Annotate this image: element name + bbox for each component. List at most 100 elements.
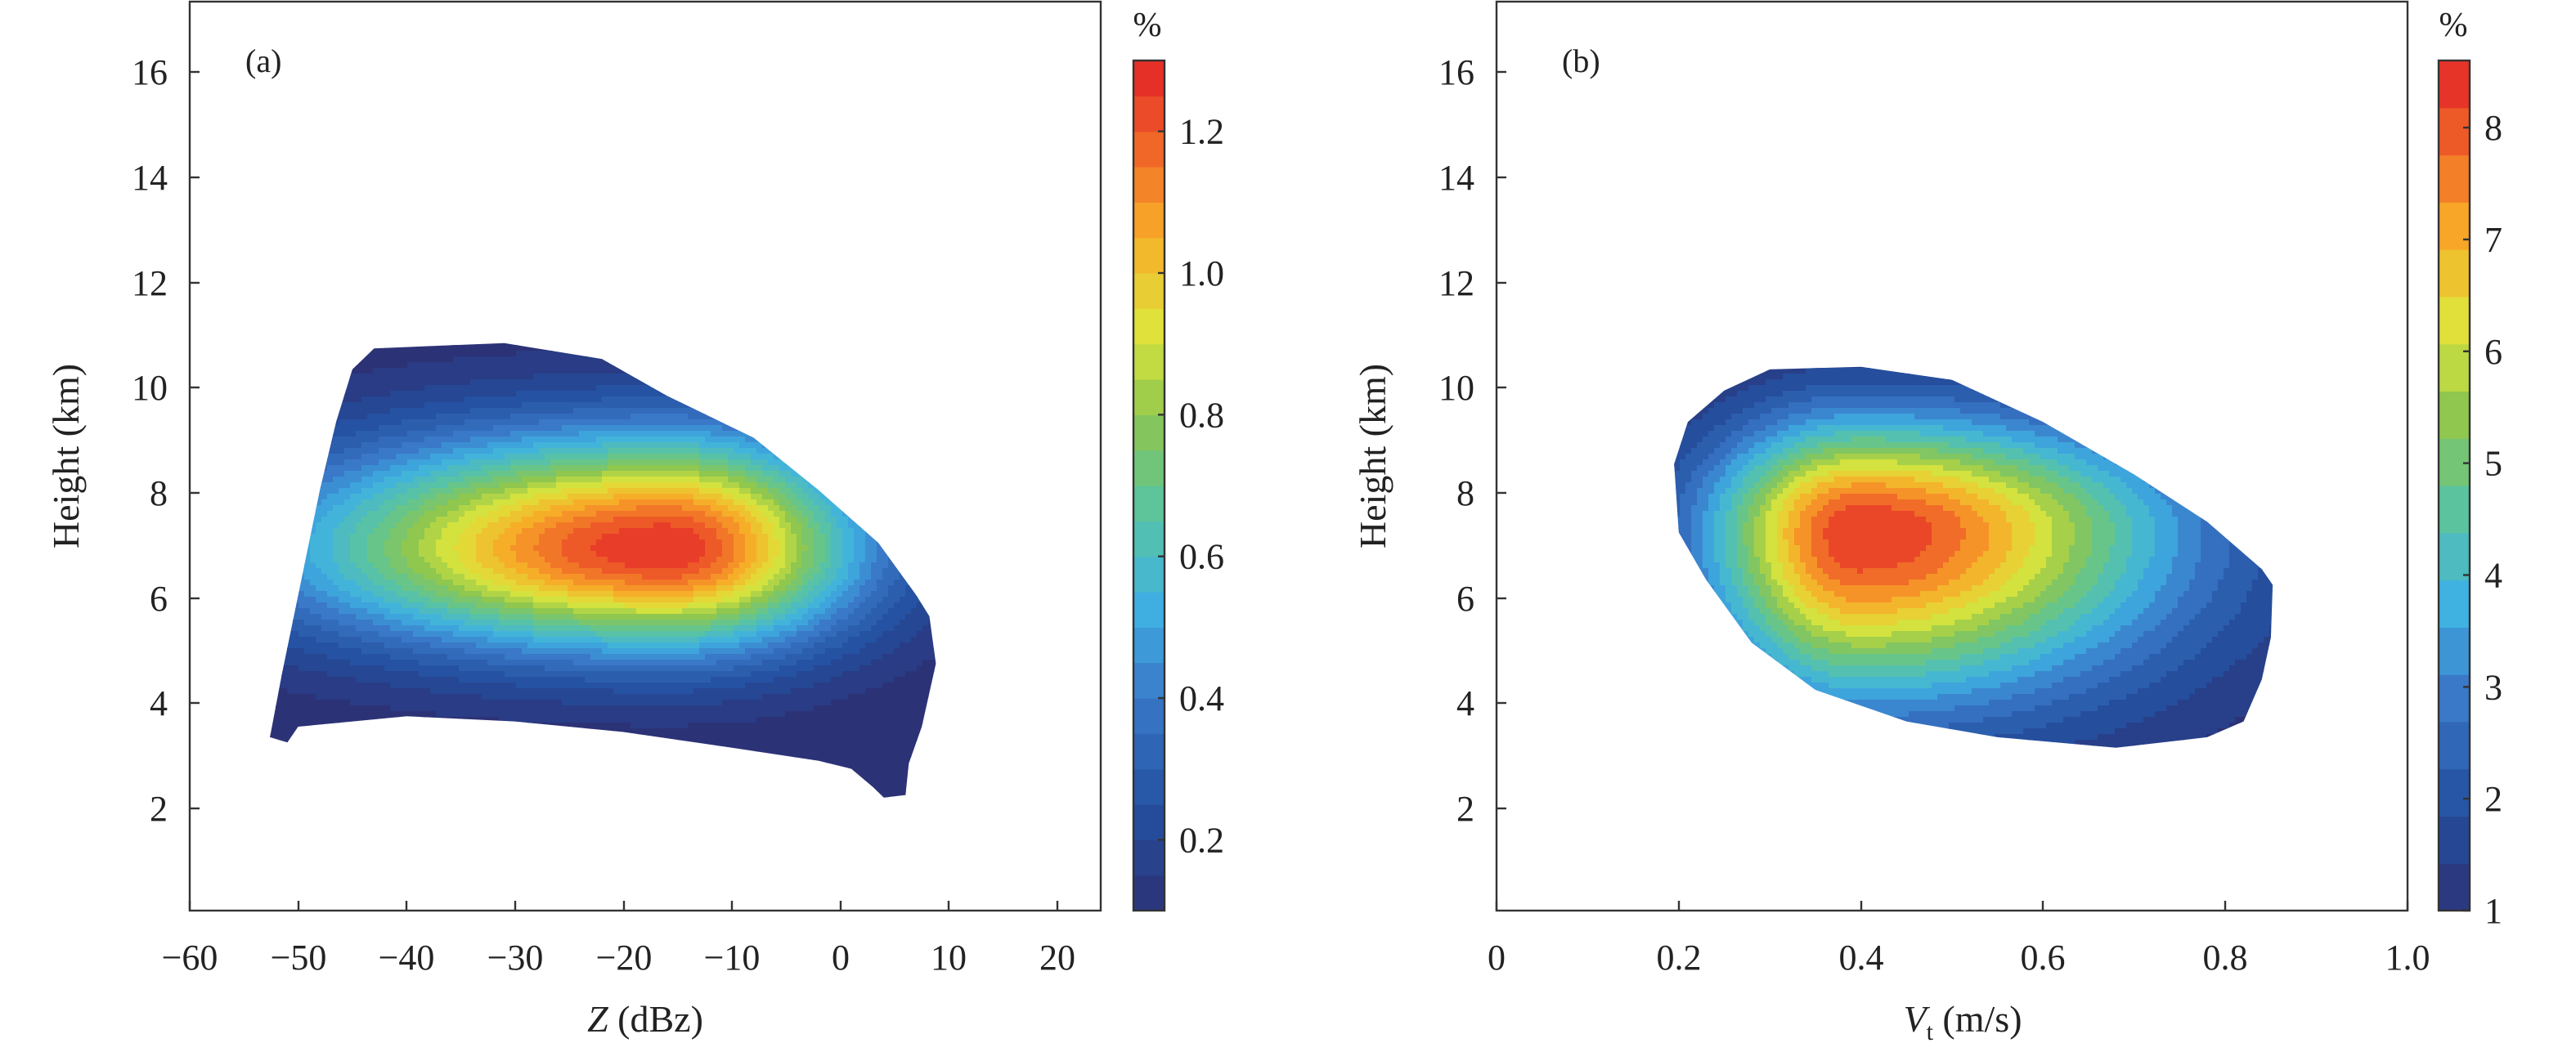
panel-a-heat-cell <box>344 442 351 449</box>
panel-a-heat-cell <box>339 551 345 557</box>
panel-a-heat-cell <box>333 614 339 620</box>
panel-a-heat-cell <box>361 505 368 512</box>
panel-a-heat-cell <box>344 677 351 683</box>
panel-a-heat-cell <box>350 465 357 472</box>
panel-a-heat-cell <box>361 362 368 369</box>
panel-a-heat-cell <box>333 677 339 683</box>
panel-a-heat-cell <box>333 625 339 632</box>
panel-a-heat-cell <box>321 602 328 609</box>
panel-a-heat-cell <box>344 391 351 397</box>
panel-a-heat-cell <box>350 562 357 569</box>
panel-a-heat-cell <box>304 660 311 666</box>
panel-a-heat-cell <box>298 705 305 712</box>
panel-a-heat-cell <box>356 391 362 397</box>
panel-a-heat-cell <box>350 671 357 678</box>
panel-a-heat-cell <box>281 694 288 701</box>
panel-a-heat-cell <box>298 580 305 586</box>
panel-a-heat-cell <box>293 665 299 672</box>
panel-a-heat-cell <box>333 608 339 615</box>
panel-a-heat-cell <box>316 648 322 655</box>
panel-a-heat-cell <box>339 471 345 477</box>
panel-a-heat-cell <box>327 574 334 580</box>
panel-a-heat-cell <box>321 694 328 701</box>
panel-a-heat-cell <box>316 528 322 535</box>
panel-a-heat-cell <box>344 488 351 495</box>
panel-a-heat-cell <box>316 620 322 626</box>
panel-a-heat-cell <box>333 711 339 718</box>
panel-a-heat-cell <box>350 517 357 523</box>
panel-a-heat-cell <box>333 436 339 443</box>
panel-a-heat-cell <box>350 597 357 603</box>
panel-a-heat-cell <box>356 482 362 489</box>
panel-a-heat-cell <box>310 602 316 609</box>
panel-a-heat-cell <box>344 425 351 432</box>
panel-a-heat-cell <box>327 683 334 689</box>
panel-a-heat-cell <box>350 419 357 426</box>
panel-a-heat-cell <box>310 660 316 666</box>
panel-a-heat-cell <box>339 574 345 580</box>
panel-a-heat-cell <box>356 683 362 689</box>
panel-a-heat-cell <box>339 488 345 495</box>
panel-a-heat-cell <box>350 471 357 477</box>
panel-a-heat-cell <box>310 705 316 712</box>
panel-a-heat-cell <box>304 585 311 592</box>
panel-a-heat-cell <box>276 723 282 729</box>
panel-a-heat-cell <box>321 511 328 517</box>
panel-a-heat-cell <box>361 448 368 454</box>
panel-a-heat-cell <box>339 625 345 632</box>
panel-a-heat-cell <box>361 471 368 477</box>
panel-a-heat-cell <box>344 545 351 552</box>
panel-a-heat-cell <box>356 648 362 655</box>
panel-a-heat-cell <box>316 660 322 666</box>
panel-a-heat-cell <box>344 648 351 655</box>
panel-a-heat-cell <box>327 557 334 563</box>
panel-a-heat-cell <box>298 694 305 701</box>
panel-a-heat-cell <box>350 459 357 466</box>
panel-a-heat-cell <box>310 642 316 649</box>
panel-a-heat-cell <box>310 608 316 615</box>
panel-a-heat-cell <box>350 608 357 615</box>
panel-a-heat-cell <box>270 723 276 729</box>
panel-a-heat-cell <box>333 494 339 500</box>
panel-a-heat-cell <box>316 494 322 500</box>
panel-a-heat-cell <box>356 402 362 409</box>
panel-a-heat-cell <box>339 562 345 569</box>
panel-a-heat-cell <box>310 717 316 723</box>
panel-a-heat-cell <box>287 723 294 729</box>
panel-a-heat-cell <box>344 465 351 472</box>
panel-a-heat-cell <box>327 471 334 477</box>
panel-a-heat-cell <box>316 551 322 557</box>
panel-a-heat-cell <box>356 665 362 672</box>
panel-a-heat-cell <box>327 454 334 460</box>
panel-a-heat-cell <box>344 557 351 563</box>
panel-a-heat-cell <box>344 494 351 500</box>
panel-a-heat-cell <box>327 517 334 523</box>
panel-a-heat-cell <box>356 539 362 546</box>
panel-a-heat-cell <box>276 734 282 741</box>
panel-a-heat-cell <box>356 580 362 586</box>
panel-a-heat-cell <box>310 677 316 683</box>
panel-a-heat-cell <box>333 602 339 609</box>
panel-a-heat-cell <box>276 711 282 718</box>
panel-a-heat-cell <box>356 471 362 477</box>
panel-a-heat-cell <box>350 602 357 609</box>
panel-a-heat-cell <box>344 396 351 403</box>
panel-a-heat-cell <box>304 580 311 586</box>
panel-a-heat-cell <box>333 522 339 529</box>
panel-a-heat-cell <box>367 356 374 363</box>
panel-a-heat-cell <box>339 459 345 466</box>
panel-a-heat-cell <box>333 459 339 466</box>
panel-a-heat-cell <box>327 511 334 517</box>
panel-a-heat-cell <box>293 637 299 643</box>
panel-a-heat-cell <box>321 654 328 660</box>
panel-a-heat-cell <box>356 488 362 495</box>
panel-a-heat-cell <box>316 597 322 603</box>
panel-a-heat-cell <box>304 671 311 678</box>
panel-a-heat-cell <box>333 454 339 460</box>
panel-a-heat-cell <box>339 608 345 615</box>
panel-a-heat-cell <box>356 585 362 592</box>
panel-a-heat-cell <box>333 448 339 454</box>
panel-a-heat-cell <box>361 562 368 569</box>
panel-a-heat-cell <box>361 414 368 420</box>
panel-a-heat-cell <box>361 717 368 723</box>
